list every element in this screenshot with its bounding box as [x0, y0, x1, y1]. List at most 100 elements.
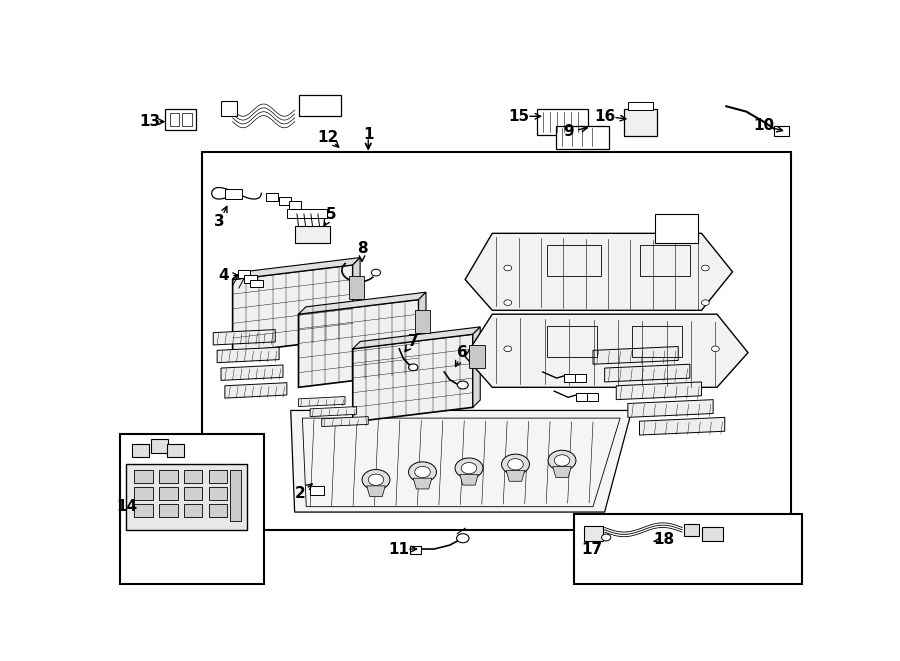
Bar: [556, 126, 608, 149]
Polygon shape: [213, 330, 275, 345]
Text: 16: 16: [595, 109, 616, 124]
Circle shape: [455, 458, 483, 479]
Bar: [209, 487, 227, 500]
Text: 10: 10: [753, 118, 774, 133]
Text: 4: 4: [218, 268, 229, 283]
Polygon shape: [413, 478, 432, 489]
Polygon shape: [232, 265, 353, 353]
Circle shape: [409, 462, 436, 482]
Bar: [238, 270, 250, 278]
Text: 9: 9: [562, 124, 573, 139]
Bar: [121, 434, 264, 584]
Bar: [182, 113, 192, 126]
Bar: [640, 245, 690, 276]
Bar: [244, 275, 256, 283]
Bar: [134, 471, 153, 483]
Polygon shape: [366, 486, 385, 496]
Polygon shape: [217, 347, 279, 363]
Bar: [170, 113, 179, 126]
Circle shape: [372, 269, 381, 276]
Bar: [250, 280, 263, 288]
Bar: [266, 193, 277, 201]
Circle shape: [508, 459, 523, 470]
Bar: [294, 225, 329, 243]
Text: 3: 3: [214, 214, 225, 229]
Bar: [537, 108, 588, 135]
Polygon shape: [605, 364, 690, 382]
Circle shape: [701, 265, 709, 271]
Text: 8: 8: [356, 241, 367, 256]
Polygon shape: [221, 365, 283, 380]
Bar: [655, 214, 698, 243]
Bar: [575, 374, 586, 382]
Circle shape: [504, 300, 511, 305]
Bar: [299, 95, 341, 116]
Circle shape: [456, 533, 469, 543]
Bar: [584, 526, 603, 541]
Polygon shape: [353, 258, 360, 338]
Bar: [701, 527, 724, 541]
Polygon shape: [353, 334, 472, 422]
Text: 7: 7: [408, 334, 418, 348]
Bar: [624, 108, 656, 136]
Circle shape: [368, 474, 383, 485]
Circle shape: [548, 450, 576, 471]
Polygon shape: [232, 258, 360, 280]
Circle shape: [501, 454, 529, 475]
Bar: [159, 471, 177, 483]
Bar: [134, 487, 153, 500]
Polygon shape: [506, 471, 525, 481]
Polygon shape: [299, 299, 418, 387]
Bar: [184, 504, 202, 517]
Bar: [221, 101, 237, 116]
Polygon shape: [353, 327, 481, 349]
Bar: [774, 126, 789, 136]
Text: 11: 11: [389, 541, 410, 557]
Bar: [202, 153, 790, 529]
Circle shape: [362, 469, 390, 490]
Polygon shape: [465, 314, 748, 387]
Bar: [415, 310, 430, 333]
Polygon shape: [616, 382, 701, 400]
Bar: [166, 444, 184, 457]
Text: 13: 13: [140, 114, 160, 129]
Bar: [151, 439, 168, 453]
Text: 14: 14: [116, 499, 137, 514]
Polygon shape: [310, 407, 356, 416]
Circle shape: [504, 265, 511, 271]
Text: 6: 6: [457, 345, 468, 360]
Text: 5: 5: [326, 207, 337, 221]
Bar: [230, 471, 241, 520]
Circle shape: [415, 467, 430, 478]
Circle shape: [457, 381, 468, 389]
Circle shape: [461, 463, 477, 474]
Bar: [546, 245, 601, 276]
Polygon shape: [460, 475, 478, 485]
Circle shape: [712, 346, 719, 352]
Text: 17: 17: [580, 541, 602, 557]
Text: 15: 15: [508, 109, 530, 124]
Bar: [576, 393, 587, 401]
Polygon shape: [472, 327, 481, 407]
Polygon shape: [418, 292, 426, 373]
Circle shape: [504, 346, 511, 352]
Text: 2: 2: [294, 486, 305, 501]
Bar: [126, 464, 247, 529]
Bar: [469, 345, 484, 368]
Circle shape: [601, 534, 611, 541]
Polygon shape: [322, 416, 368, 426]
Bar: [134, 504, 153, 517]
Polygon shape: [465, 233, 733, 310]
Bar: [632, 326, 682, 356]
Bar: [159, 487, 177, 500]
Bar: [132, 444, 148, 457]
Bar: [573, 514, 802, 584]
Polygon shape: [299, 397, 345, 407]
Text: 12: 12: [318, 130, 338, 145]
Bar: [410, 546, 421, 554]
Bar: [628, 102, 652, 110]
Bar: [349, 276, 364, 299]
Circle shape: [701, 300, 709, 305]
Bar: [225, 190, 242, 199]
Polygon shape: [299, 292, 426, 314]
